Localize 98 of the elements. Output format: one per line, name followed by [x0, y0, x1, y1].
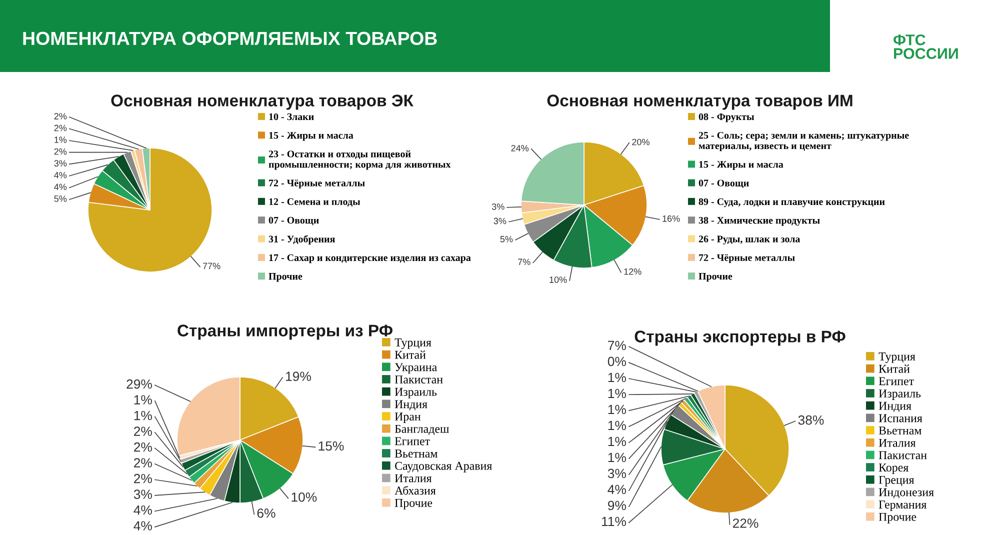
data-label: 3% — [494, 218, 506, 224]
legend-label: Прочие — [878, 512, 916, 524]
data-label: 1% — [608, 372, 626, 382]
legend-label: Корея — [878, 464, 908, 474]
legend-label: 72 - Чёрные металлы — [269, 180, 365, 188]
legend-label: Италия — [878, 438, 916, 447]
data-label: 4% — [54, 172, 67, 178]
data-label: 3% — [492, 203, 504, 210]
data-label: 12% — [624, 268, 642, 275]
data-label: 4% — [134, 521, 152, 530]
legend-label: Греция — [878, 476, 914, 486]
legend-label: Иран — [394, 412, 421, 423]
data-label: 19% — [286, 372, 311, 382]
data-label: 38% — [798, 415, 824, 425]
data-label: 1% — [608, 388, 626, 398]
legend-label: Египет — [394, 437, 430, 446]
data-label: 1% — [134, 395, 152, 404]
legend-label: 15 - Жиры и масла — [699, 161, 784, 170]
data-label: 1% — [608, 404, 626, 414]
data-label: 4% — [608, 484, 626, 494]
data-label: 2% — [134, 474, 152, 484]
data-label: 1% — [608, 452, 626, 462]
legend-label: Испания — [878, 414, 922, 422]
data-label: 7% — [518, 258, 530, 266]
data-label: 20% — [632, 138, 650, 146]
legend-label: 26 - Руды, шлак и зола — [698, 236, 800, 244]
data-label: 10% — [292, 492, 317, 502]
legend-label: Турция — [394, 338, 432, 349]
legend-label: Египет — [878, 377, 914, 386]
legend-label: 31 - Удобрения — [268, 235, 335, 244]
text: НОМЕНКЛАТУРА ОФОРМЛЯЕМЫХ ТОВАРОВ — [23, 32, 437, 46]
data-label: 1% — [54, 136, 67, 143]
data-label: 11% — [602, 516, 626, 526]
chart-title: Основная номенклатура товаров ЭК — [111, 94, 414, 110]
data-label: 3% — [134, 490, 152, 499]
legend-label: 17 - Сахар и кондитерские изделия из сахара — [269, 254, 471, 264]
data-label: 10% — [550, 276, 567, 283]
data-label: 24% — [511, 145, 529, 152]
data-label: 7% — [608, 340, 626, 350]
legend-label: Вьетнам — [394, 450, 438, 458]
data-label: 5% — [54, 196, 67, 202]
chart-title: Основная номенклатура товаров ИМ — [547, 94, 852, 110]
data-label: 2% — [54, 124, 67, 132]
data-label: 1% — [608, 420, 626, 430]
data-label: 6% — [257, 508, 276, 518]
legend-label: Прочие — [268, 273, 302, 282]
legend-label: 25 - Соль; сера; земли и камень; штукатурные материалы, известь и цемент — [698, 132, 909, 152]
data-label: 2% — [134, 426, 152, 436]
data-label: 22% — [732, 518, 758, 528]
legend-label: 12 - Семена и плоды — [269, 198, 360, 207]
legend-label: Китай — [394, 350, 426, 359]
legend-label: Украина — [394, 363, 437, 374]
legend-label: Абхазия — [394, 486, 436, 495]
legend-label: Турция — [878, 352, 916, 363]
legend-label: Италия — [394, 474, 432, 482]
legend-label: 89 - Суда, лодки и плавучие конструкции — [698, 198, 885, 208]
data-label: 29% — [126, 379, 152, 389]
data-label: 2% — [54, 148, 67, 155]
legend-label: Германия — [878, 500, 926, 511]
data-label: 3% — [54, 160, 67, 167]
data-label: 4% — [134, 505, 152, 515]
legend-label: 38 - Химические продукты — [698, 216, 820, 226]
legend-label: 23 - Остатки и отходы пищевой промышленности; корма для животных — [268, 150, 451, 170]
data-label: 77% — [202, 262, 220, 270]
legend-label: Израиль — [394, 388, 437, 398]
data-label: 2% — [134, 442, 152, 452]
text: ФТС РОССИИ — [894, 34, 958, 59]
legend-label: Пакистан — [878, 451, 927, 460]
data-label: 15% — [318, 441, 344, 451]
text: 0% — [608, 356, 626, 366]
data-label: 9% — [608, 500, 626, 510]
legend-label: 15 - Жиры и масла — [269, 132, 354, 141]
legend-label: Индия — [394, 400, 428, 410]
legend-label: Прочие — [394, 499, 432, 510]
legend-label: Индия — [878, 402, 912, 412]
legend-label: 72 - Чёрные металлы — [699, 254, 795, 264]
legend-label: Китай — [878, 364, 910, 373]
data-label: 2% — [134, 458, 152, 468]
legend-label: 10 - Злаки — [269, 113, 314, 120]
legend-label: Вьетнам — [878, 426, 922, 435]
data-label: 16% — [662, 215, 680, 222]
data-label: 1% — [134, 410, 152, 420]
data-label: 2% — [54, 113, 67, 120]
legend-label: Пакистан — [394, 376, 443, 384]
legend-label: 08 - Фрукты — [698, 113, 754, 122]
legend-label: 07 - Овощи — [698, 180, 749, 188]
legend-label: Бангладеш — [394, 424, 449, 436]
data-label: 4% — [54, 184, 67, 190]
data-label: 5% — [500, 236, 513, 242]
legend-label: Саудовская Аравия — [395, 462, 492, 472]
legend-label: 07 - Овощи — [268, 216, 319, 226]
data-label: 3% — [608, 468, 626, 478]
legend-label: Израиль — [878, 390, 921, 400]
data-label: 1% — [608, 436, 626, 446]
legend-label: Индонезия — [878, 488, 934, 498]
chart-title: Страны экспортеры в РФ — [634, 330, 846, 346]
chart-title: Страны импортеры из РФ — [178, 324, 392, 340]
legend-label: Прочие — [698, 272, 732, 282]
